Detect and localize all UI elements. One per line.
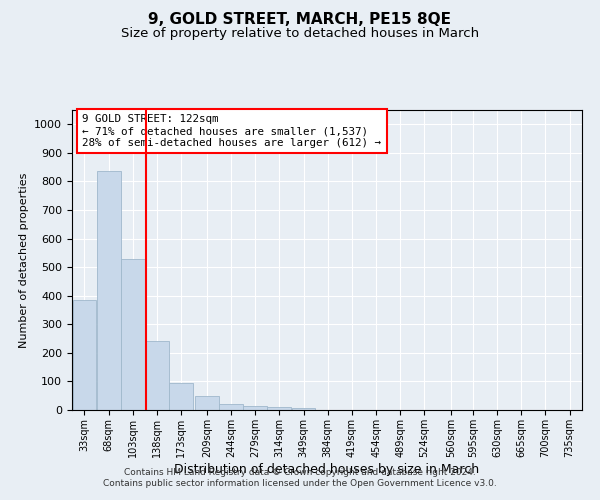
Bar bbox=[268, 407, 291, 410]
Bar bbox=[145, 342, 169, 410]
Bar bbox=[97, 172, 121, 410]
Bar bbox=[121, 258, 145, 410]
Bar bbox=[73, 300, 97, 410]
Y-axis label: Number of detached properties: Number of detached properties bbox=[19, 172, 29, 348]
Text: Contains HM Land Registry data © Crown copyright and database right 2024.
Contai: Contains HM Land Registry data © Crown c… bbox=[103, 468, 497, 487]
X-axis label: Distribution of detached houses by size in March: Distribution of detached houses by size … bbox=[175, 462, 479, 475]
Text: 9 GOLD STREET: 122sqm
← 71% of detached houses are smaller (1,537)
28% of semi-d: 9 GOLD STREET: 122sqm ← 71% of detached … bbox=[82, 114, 381, 148]
Bar bbox=[219, 404, 243, 410]
Text: 9, GOLD STREET, MARCH, PE15 8QE: 9, GOLD STREET, MARCH, PE15 8QE bbox=[149, 12, 452, 28]
Text: Size of property relative to detached houses in March: Size of property relative to detached ho… bbox=[121, 28, 479, 40]
Bar bbox=[195, 396, 218, 410]
Bar bbox=[243, 406, 267, 410]
Bar bbox=[292, 408, 316, 410]
Bar bbox=[169, 383, 193, 410]
